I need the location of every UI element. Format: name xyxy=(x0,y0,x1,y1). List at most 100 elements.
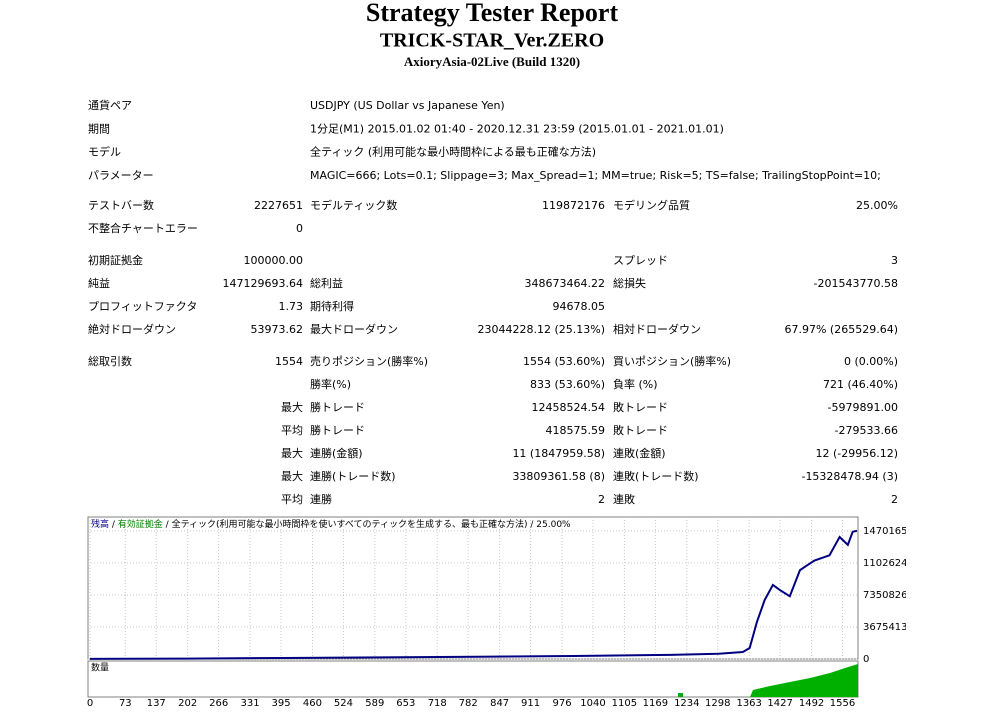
stat-value: 418575.59 xyxy=(546,424,606,437)
report-title: Strategy Tester Report xyxy=(366,0,619,27)
stats-table: 通貨ペア USDJPY (US Dollar vs Japanese Yen) 期間… xyxy=(88,98,898,506)
row-value: 全ティック (利用可能な最小時間枠による最も正確な方法) xyxy=(310,145,596,159)
stat-value: 94678.05 xyxy=(553,300,606,313)
stat-value: -5979891.00 xyxy=(828,401,898,414)
stat-label: 総損失 xyxy=(613,276,646,290)
x-tick-label: 395 xyxy=(271,698,290,709)
y-tick-label: 110262402 xyxy=(863,558,920,569)
x-tick-label: 1427 xyxy=(767,698,792,709)
x-tick-label: 524 xyxy=(334,698,353,709)
stat-value: 1554 (53.60%) xyxy=(523,355,605,368)
stat-label: 敗トレード xyxy=(613,423,668,437)
stat-label: 連勝 xyxy=(310,492,332,506)
x-tick-label: 718 xyxy=(428,698,447,709)
x-tick-label: 976 xyxy=(552,698,571,709)
chart-frame xyxy=(87,516,859,660)
x-tick-label: 73 xyxy=(119,698,132,709)
stat-value: -201543770.58 xyxy=(814,277,898,290)
x-tick-label: 1363 xyxy=(736,698,761,709)
stat-value: 1554 xyxy=(275,355,303,368)
stat-label: 総取引数 xyxy=(88,354,132,368)
row-value: USDJPY (US Dollar vs Japanese Yen) xyxy=(310,99,505,112)
stat-value: 833 (53.60%) xyxy=(530,378,605,391)
stat-value: 25.00% xyxy=(856,199,898,212)
stat-label: 買いポジション(勝率%) xyxy=(613,354,731,368)
stat-value: 0 (0.00%) xyxy=(844,355,898,368)
stat-label: テストバー数 xyxy=(88,199,154,212)
x-tick-label: 1169 xyxy=(643,698,668,709)
stat-label: 不整合チャートエラー xyxy=(88,221,198,235)
y-tick-label: 73508268 xyxy=(863,590,914,601)
expert-name: TRICK-STAR_Ver.ZERO xyxy=(380,30,604,52)
row-label: モデル xyxy=(88,145,121,159)
x-tick-label: 1234 xyxy=(674,698,699,709)
stat-label: 負率 (%) xyxy=(613,377,658,391)
stat-label: 最大 xyxy=(281,469,303,483)
legend-item: 残高 xyxy=(91,518,109,530)
x-tick-label: 331 xyxy=(241,698,260,709)
x-tick-label: 1298 xyxy=(705,698,730,709)
stat-label: 初期証拠金 xyxy=(88,253,143,267)
x-tick-label: 1040 xyxy=(580,698,605,709)
x-tick-label: 782 xyxy=(459,698,478,709)
y-axis: 0 36754134 73508268 110262402 147016536 xyxy=(863,526,920,665)
stat-value: 1.73 xyxy=(279,300,304,313)
stat-value: 67.97% (265529.64) xyxy=(784,323,898,336)
volume-area xyxy=(750,664,858,697)
stat-value: 12458524.54 xyxy=(532,401,605,414)
stat-label: 期待利得 xyxy=(310,299,354,313)
y-tick-label: 0 xyxy=(863,654,869,665)
stat-value: 3 xyxy=(891,254,898,267)
legend-item: 25.00% xyxy=(536,520,571,530)
legend-item: 全ティック(利用可能な最小時間枠を使いすべてのティックを生成する、最も正確な方法… xyxy=(172,518,528,530)
stat-value: 33809361.58 (8) xyxy=(512,470,605,483)
stat-label: 連勝(金額) xyxy=(310,446,363,460)
row-value: MAGIC=666; Lots=0.1; Slippage=3; Max_Spr… xyxy=(310,169,881,182)
stat-label: 勝率(%) xyxy=(310,377,351,391)
stat-value: 12 (-29956.12) xyxy=(815,447,898,460)
row-label: 期間 xyxy=(88,122,110,135)
stat-label: 最大 xyxy=(281,400,303,414)
stat-value: -279533.66 xyxy=(835,424,898,437)
stat-label: 連勝(トレード数) xyxy=(310,469,396,483)
stat-label: 絶対ドローダウン xyxy=(88,322,176,336)
x-tick-label: 1105 xyxy=(612,698,637,709)
stat-value: 2227651 xyxy=(254,199,303,212)
x-tick-label: 0 xyxy=(87,698,93,709)
x-tick-label: 589 xyxy=(365,698,384,709)
stat-value: 721 (46.40%) xyxy=(823,378,898,391)
legend: 残高 / 有効証拠金 / 全ティック(利用可能な最小時間枠を使いすべてのティック… xyxy=(91,518,571,530)
x-tick-label: 847 xyxy=(490,698,509,709)
stat-label: プロフィットファクタ xyxy=(88,300,197,313)
stat-label: 相対ドローダウン xyxy=(613,322,701,336)
row-value: 1分足(M1) 2015.01.02 01:40 - 2020.12.31 23… xyxy=(310,122,724,135)
stat-value: 11 (1847959.58) xyxy=(512,447,605,460)
row-label: 通貨ペア xyxy=(88,98,132,112)
stat-value: 0 xyxy=(296,222,303,235)
stat-value: 2 xyxy=(598,493,605,506)
legend-separator: / xyxy=(163,520,172,530)
x-tick-label: 1556 xyxy=(830,698,855,709)
x-tick-label: 460 xyxy=(303,698,322,709)
legend-item: 有効証拠金 xyxy=(118,518,163,530)
stat-label: 勝トレード xyxy=(310,400,365,414)
stat-value: 23044228.12 (25.13%) xyxy=(477,323,605,336)
stat-label: 最大 xyxy=(281,446,303,460)
row-label: パラメーター xyxy=(88,169,154,182)
x-tick-label: 1492 xyxy=(799,698,824,709)
stat-label: 連敗(トレード数) xyxy=(613,469,699,483)
x-tick-label: 653 xyxy=(396,698,415,709)
stat-value: 348673464.22 xyxy=(525,277,605,290)
stat-label: 平均 xyxy=(281,493,303,506)
stat-label: スプレッド xyxy=(613,254,668,267)
stat-label: 連敗(金額) xyxy=(613,446,666,460)
y-tick-label: 36754134 xyxy=(863,622,914,633)
stat-value: 2 xyxy=(891,493,898,506)
volume-label: 数量 xyxy=(91,662,109,674)
stat-label: 最大ドローダウン xyxy=(310,322,398,336)
stat-value: 100000.00 xyxy=(244,254,304,267)
stat-value: 147129693.64 xyxy=(223,277,303,290)
stat-value: 53973.62 xyxy=(251,323,304,336)
x-tick-label: 137 xyxy=(147,698,166,709)
stat-label: 勝トレード xyxy=(310,423,365,437)
